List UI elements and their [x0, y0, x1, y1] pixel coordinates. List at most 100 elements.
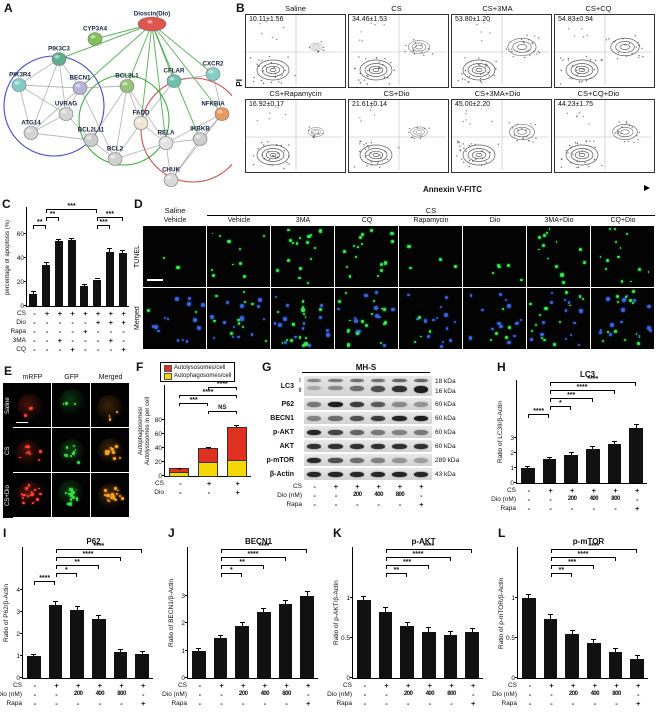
fluorescent-dot: [285, 304, 290, 308]
fluorescent-dot: [625, 294, 629, 298]
puncta: [65, 492, 68, 495]
micrograph: [13, 428, 51, 472]
treatment-cell: -: [33, 336, 36, 345]
flow-plot-title: CS+Rapamycin: [269, 89, 322, 98]
event-dot: [481, 150, 483, 152]
error-bar-cap: [383, 606, 388, 608]
panel-letter-k: K: [333, 526, 342, 540]
error-bar: [527, 467, 529, 468]
flow-plot: 21.61±0.14: [348, 99, 449, 173]
event-dot: [479, 64, 481, 66]
puncta: [111, 495, 115, 498]
error-bar: [615, 649, 616, 653]
event-dot: [262, 70, 265, 72]
puncta: [114, 498, 117, 501]
y-tick-mark: [350, 597, 353, 598]
treatment-cell: -: [98, 699, 102, 708]
protein-band: [328, 386, 343, 391]
bar: [608, 652, 623, 678]
significance-label: ****: [93, 543, 105, 550]
event-dot: [370, 161, 373, 163]
event-dot: [485, 161, 487, 163]
event-dot: [577, 72, 579, 75]
fluorescent-dot: [167, 318, 170, 321]
contour-apoptotic: [509, 123, 535, 141]
fluorescent-dot: [449, 339, 452, 342]
micrograph: [463, 226, 526, 287]
contour: [269, 68, 277, 72]
event-dot: [378, 166, 381, 169]
significance-label: ***: [99, 219, 108, 226]
fluorescent-dot: [256, 304, 261, 308]
puncta: [70, 491, 75, 495]
significance-label: **: [74, 559, 80, 566]
quadrant-percentage: 53.80±1.20: [455, 16, 490, 23]
kda-label: 16 kDa: [435, 387, 456, 395]
treatment-label: 3MA: [12, 337, 26, 344]
cell-body: [17, 393, 44, 420]
event-dot: [601, 59, 603, 62]
fluorescent-dot: [547, 257, 549, 260]
fluorescent-dot: [375, 314, 380, 319]
quadrant-percentage: 44.23±1.75: [558, 101, 593, 108]
y-tick-mark: [24, 257, 27, 258]
fluorescent-dot: [201, 303, 206, 307]
fluorescent-dot: [211, 273, 215, 278]
event-dot: [371, 164, 373, 166]
error-bar-cap: [469, 628, 475, 630]
y-tick-mark: [514, 482, 517, 483]
fluorescent-dot: [346, 330, 350, 333]
event-dot: [528, 39, 530, 41]
puncta: [116, 493, 119, 496]
node-highlight: [208, 70, 214, 74]
fluorescent-dot: [507, 263, 510, 267]
flow-plot-row: 10.11±1.56 34.46±1.53 53.80±1.20 54.83±0.94: [245, 14, 657, 88]
bracket-end: [549, 383, 551, 386]
y-tick-mark: [514, 467, 517, 468]
fluorescent-dot: [175, 297, 180, 301]
significance-bracket: ****: [527, 408, 550, 418]
pi-axis-label: PI: [235, 79, 244, 87]
event-dot: [484, 65, 487, 67]
contour-apoptotic: [411, 42, 427, 52]
puncta: [77, 461, 81, 465]
contour-apoptotic: [612, 124, 638, 140]
error-bar-cap: [361, 596, 367, 598]
event-dot: [536, 53, 538, 55]
fluorescent-dot: [242, 290, 246, 294]
column-header: Dio: [489, 217, 501, 224]
event-dot: [360, 120, 362, 122]
significance-label: ***: [189, 396, 198, 404]
treatment-cell: -: [570, 504, 574, 513]
dioscin-edge: [79, 23, 153, 89]
y-tick-mark: [162, 432, 165, 434]
fluorescent-dot: [553, 343, 556, 346]
treatment-cell: 800: [611, 496, 620, 502]
fluorescent-dot: [583, 260, 587, 265]
micrograph: [271, 288, 334, 349]
treatment-cell: +: [384, 681, 389, 690]
dioscin-edge: [151, 23, 214, 75]
bar: [105, 252, 114, 306]
fluorescent-dot: [454, 320, 457, 323]
treatment-row: CS - + +: [138, 479, 257, 488]
dioscin-edge: [151, 23, 167, 144]
treatment-cells: - -200 400 800-: [189, 690, 319, 699]
fluorescent-dot: [613, 228, 616, 230]
event-dot: [638, 131, 641, 134]
puncta: [110, 447, 114, 451]
significance-bracket: ***: [179, 397, 208, 406]
protein-band: [392, 471, 407, 477]
event-dot: [462, 143, 465, 145]
column-header: CQ: [361, 217, 373, 224]
protein-band: [371, 386, 386, 392]
edge: [18, 84, 32, 134]
treatment-cell: -: [334, 500, 338, 509]
event-dot: [413, 38, 415, 41]
bar: [465, 632, 479, 678]
treatment-cell: +: [262, 681, 268, 690]
puncta: [70, 488, 74, 492]
significance-label: ****: [247, 551, 259, 558]
event-dot: [307, 129, 310, 132]
